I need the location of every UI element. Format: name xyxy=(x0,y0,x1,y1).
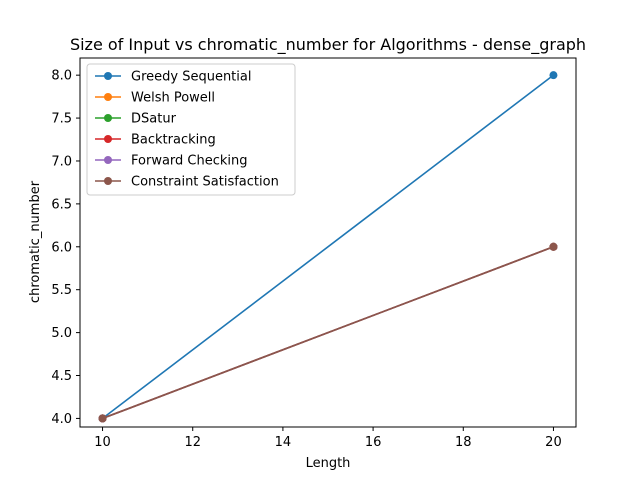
legend-marker xyxy=(104,114,112,122)
legend-label: DSatur xyxy=(131,112,177,127)
y-tick-label: 4.5 xyxy=(51,369,72,384)
legend-entry: Constraint Satisfaction xyxy=(95,175,279,190)
x-tick-label: 12 xyxy=(184,435,201,450)
y-tick-label: 5.5 xyxy=(51,283,72,298)
legend-marker xyxy=(104,177,112,185)
legend-marker xyxy=(104,72,112,80)
x-tick-label: 10 xyxy=(94,435,111,450)
x-tick-label: 20 xyxy=(545,435,562,450)
series-line xyxy=(102,246,554,420)
legend-entry: Welsh Powell xyxy=(95,91,215,106)
legend-label: Constraint Satisfaction xyxy=(131,175,279,190)
legend-entry: Greedy Sequential xyxy=(95,70,251,85)
legend-label: Welsh Powell xyxy=(131,91,215,106)
x-tick-label: 14 xyxy=(275,435,292,450)
y-tick-label: 7.0 xyxy=(51,154,72,169)
legend-entry: Backtracking xyxy=(95,133,216,148)
legend-entry: Forward Checking xyxy=(95,154,248,169)
y-tick-label: 6.5 xyxy=(51,197,72,212)
legend-label: Backtracking xyxy=(131,133,216,148)
y-tick-label: 5.0 xyxy=(51,326,72,341)
legend-marker xyxy=(104,156,112,164)
data-point xyxy=(549,242,558,251)
y-tick-label: 4.0 xyxy=(51,412,72,427)
data-point xyxy=(549,71,558,80)
y-tick-label: 8.0 xyxy=(51,69,72,84)
y-axis-label: chromatic_number xyxy=(28,180,43,303)
data-point xyxy=(98,414,107,423)
series-5 xyxy=(98,242,558,423)
y-tick-label: 7.5 xyxy=(51,112,72,127)
x-tick-label: 18 xyxy=(455,435,472,450)
legend-marker xyxy=(104,93,112,101)
plot-area xyxy=(98,71,558,423)
chart-title: Size of Input vs chromatic_number for Al… xyxy=(70,35,586,55)
legend-marker xyxy=(104,135,112,143)
plot-frame xyxy=(79,57,577,428)
legend-label: Greedy Sequential xyxy=(131,70,251,85)
series-line xyxy=(102,74,554,420)
legend-box xyxy=(86,63,296,196)
y-tick-label: 6.0 xyxy=(51,240,72,255)
legend-entry: DSatur xyxy=(95,112,177,127)
x-tick-label: 16 xyxy=(365,435,382,450)
legend: Greedy Sequential Welsh Powell DSatur Backt… xyxy=(86,63,296,196)
x-axis-label: Length xyxy=(306,456,351,471)
axis-ticks: 10 12 14 16 18 20 4.0 4.5 5.0 5.5 6.0 6.5 7.0 7.5 8.0 xyxy=(51,69,561,450)
legend-label: Forward Checking xyxy=(131,154,248,169)
